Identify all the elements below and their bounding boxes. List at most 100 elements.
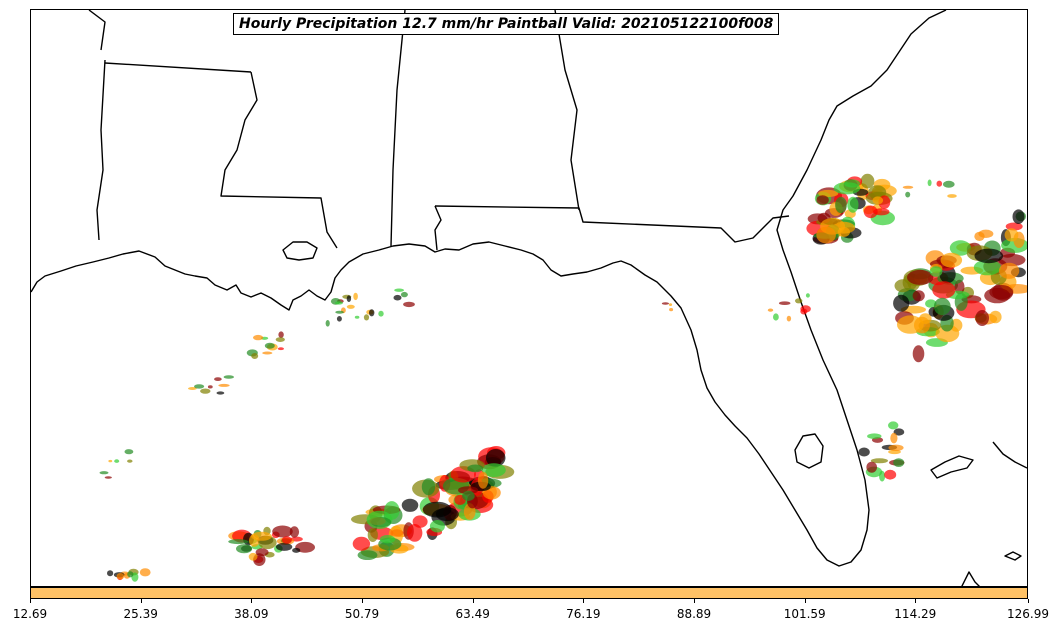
precip-blob xyxy=(893,294,910,312)
precip-blob xyxy=(99,471,109,475)
colorbar-tick xyxy=(362,599,363,603)
precip-blob xyxy=(228,539,249,545)
precip-blob xyxy=(200,388,211,394)
precip-blob xyxy=(264,342,275,349)
precip-blob xyxy=(188,387,197,390)
precip-blob xyxy=(888,421,899,430)
precip-blob xyxy=(844,179,860,188)
colorbar-tick-label: 25.39 xyxy=(123,607,158,621)
precip-blob xyxy=(975,310,989,326)
colorbar-tick xyxy=(583,599,585,603)
precip-blob xyxy=(940,252,963,268)
precip-blob xyxy=(216,391,225,395)
map-title: Hourly Precipitation 12.7 mm/hr Paintbal… xyxy=(233,13,780,35)
precip-blob xyxy=(292,547,301,553)
precip-blob xyxy=(932,281,956,299)
precip-blob xyxy=(467,464,484,473)
bahamas-outline xyxy=(1004,551,1022,561)
precip-blob xyxy=(346,304,355,309)
precip-blob xyxy=(933,297,951,316)
colorbar-tick-label: 76.19 xyxy=(566,607,601,621)
state-border-la-ms xyxy=(220,71,338,249)
precip-blob xyxy=(108,459,113,463)
precip-blob xyxy=(325,320,330,327)
precip-blob xyxy=(127,571,134,578)
lake-okeechobee xyxy=(794,433,824,469)
precip-blob xyxy=(973,259,1002,276)
precip-blob xyxy=(936,180,943,187)
precip-blob xyxy=(800,308,808,315)
precip-blob xyxy=(477,471,489,489)
precip-blob xyxy=(879,470,886,482)
precip-blob xyxy=(407,524,423,542)
precip-blob xyxy=(947,194,957,198)
precip-blob xyxy=(884,469,897,480)
precip-blob xyxy=(378,310,384,317)
precip-blob xyxy=(481,463,506,477)
colorbar-tick-label: 12.69 xyxy=(12,607,48,621)
precip-blob xyxy=(354,315,360,319)
precip-blob xyxy=(890,432,898,444)
colorbar-tick xyxy=(804,599,806,603)
colorbar-tick-label: 126.99 xyxy=(1007,607,1049,621)
precip-blob xyxy=(847,196,859,213)
state-border-fl-ga xyxy=(434,205,790,243)
precip-blob xyxy=(353,292,358,301)
gulf-coastline xyxy=(31,10,947,567)
precip-blob xyxy=(860,173,875,189)
precip-blob xyxy=(429,520,445,533)
precip-blob xyxy=(902,185,914,189)
precip-blob xyxy=(262,351,273,355)
cuba-outline xyxy=(961,571,980,586)
precip-blob xyxy=(400,291,408,298)
precip-blob xyxy=(218,383,230,387)
precip-blob xyxy=(393,294,402,301)
precip-blob xyxy=(935,324,960,343)
precip-blob xyxy=(114,459,120,463)
precip-blob xyxy=(278,331,284,339)
colorbar-tick xyxy=(472,599,474,603)
lake-outline xyxy=(282,241,318,261)
precip-blob xyxy=(927,179,932,187)
colorbar-tick-label: 114.29 xyxy=(894,607,937,621)
precip-blob xyxy=(919,313,932,324)
precip-blob xyxy=(124,449,134,455)
precip-blob xyxy=(943,180,955,188)
precip-blob xyxy=(929,266,943,277)
map-canvas xyxy=(31,10,1027,586)
colorbar-tick-label: 101.59 xyxy=(783,607,826,621)
precip-blob xyxy=(367,528,378,542)
precip-blob xyxy=(669,308,674,312)
precip-blob xyxy=(277,347,284,351)
state-border-ms-al xyxy=(390,10,406,247)
precip-blob xyxy=(974,231,985,241)
precip-blob xyxy=(773,313,779,321)
colorbar-tick xyxy=(140,599,142,603)
precip-blob xyxy=(403,301,415,308)
colorbar-tick xyxy=(251,599,253,603)
precip-blob xyxy=(949,240,972,256)
precip-blob xyxy=(816,226,836,244)
precip-blob xyxy=(281,536,292,544)
precip-blob xyxy=(275,542,293,551)
precip-blob xyxy=(369,309,375,317)
precip-blob xyxy=(275,337,285,342)
precip-blob xyxy=(462,490,475,501)
precip-blob xyxy=(379,535,396,544)
precip-blob xyxy=(236,544,253,554)
precip-blob xyxy=(1012,209,1025,224)
precip-blob xyxy=(897,315,924,334)
precip-blob xyxy=(661,302,670,305)
precip-blob xyxy=(401,498,419,512)
precip-blob xyxy=(253,334,264,341)
colorbar-tick xyxy=(30,599,31,603)
colorbar-tick-label: 38.09 xyxy=(234,607,269,621)
precip-blob xyxy=(795,298,803,304)
bahamas-outline xyxy=(930,455,974,479)
precip-blob xyxy=(867,433,882,440)
precip-blob xyxy=(127,459,133,463)
precip-blob xyxy=(767,308,774,312)
precip-blob xyxy=(805,293,810,298)
precip-blob xyxy=(816,195,829,205)
bahamas-outline xyxy=(992,441,1027,469)
